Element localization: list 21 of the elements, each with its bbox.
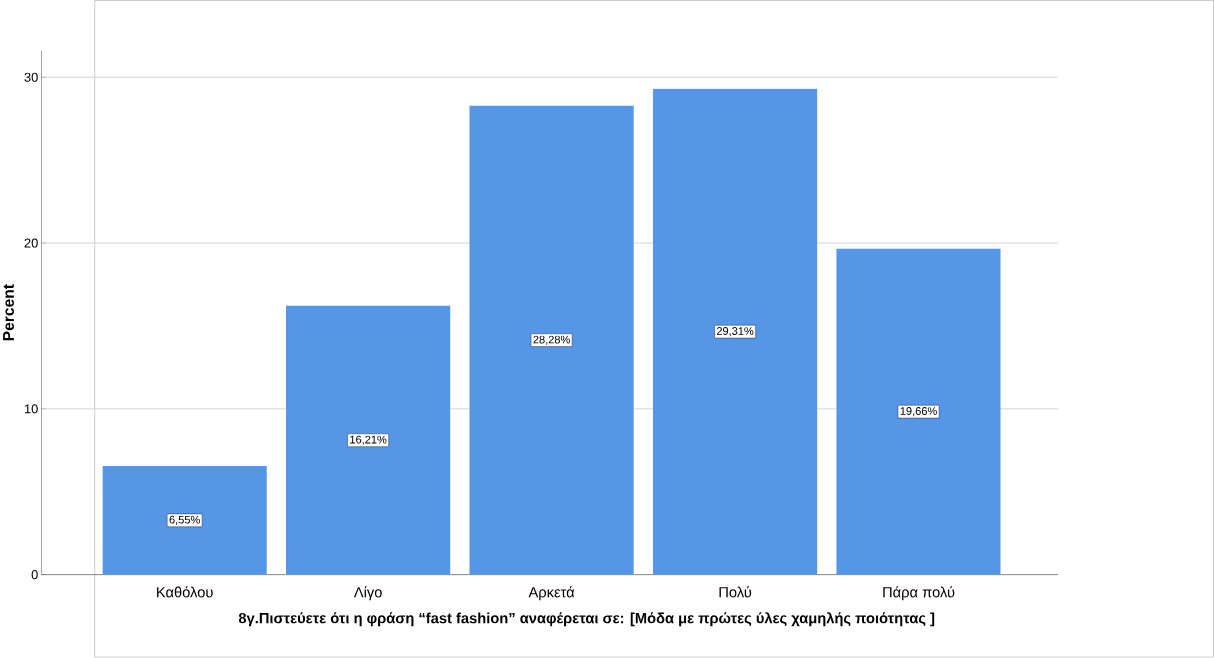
x-tick-label: Πολύ xyxy=(719,586,752,598)
bar xyxy=(102,466,267,575)
data-label: 19,66% xyxy=(900,407,937,417)
x-tick-label: Λίγο xyxy=(353,586,382,601)
x-tick-label: Καθόλου xyxy=(157,586,213,598)
x-axis-title: 8γ.Πιστεύετε ότι η φράση “fast fashion” αναφέρεται σε: [Μόδα με πρώτες ύλες χαμηλής ποιότητας ] xyxy=(238,612,935,627)
data-label: 6,55% xyxy=(169,515,200,526)
y-tick-label: 20 xyxy=(24,238,38,248)
y-tick-label: 30 xyxy=(24,72,38,82)
bar xyxy=(469,105,634,575)
x-tick-label: Αρκετά xyxy=(528,586,575,601)
y-axis-title: Percent xyxy=(3,284,14,341)
bar xyxy=(652,88,818,575)
y-tick-label: 10 xyxy=(24,404,38,414)
data-label: 16,21% xyxy=(350,435,387,445)
bar xyxy=(286,306,451,575)
data-label: 29,31% xyxy=(716,327,754,337)
x-tick-label: Πάρα πολύ xyxy=(883,586,955,601)
data-label: 28,28% xyxy=(533,335,570,345)
y-tick-label: 0 xyxy=(31,570,38,580)
bar xyxy=(836,248,1001,575)
